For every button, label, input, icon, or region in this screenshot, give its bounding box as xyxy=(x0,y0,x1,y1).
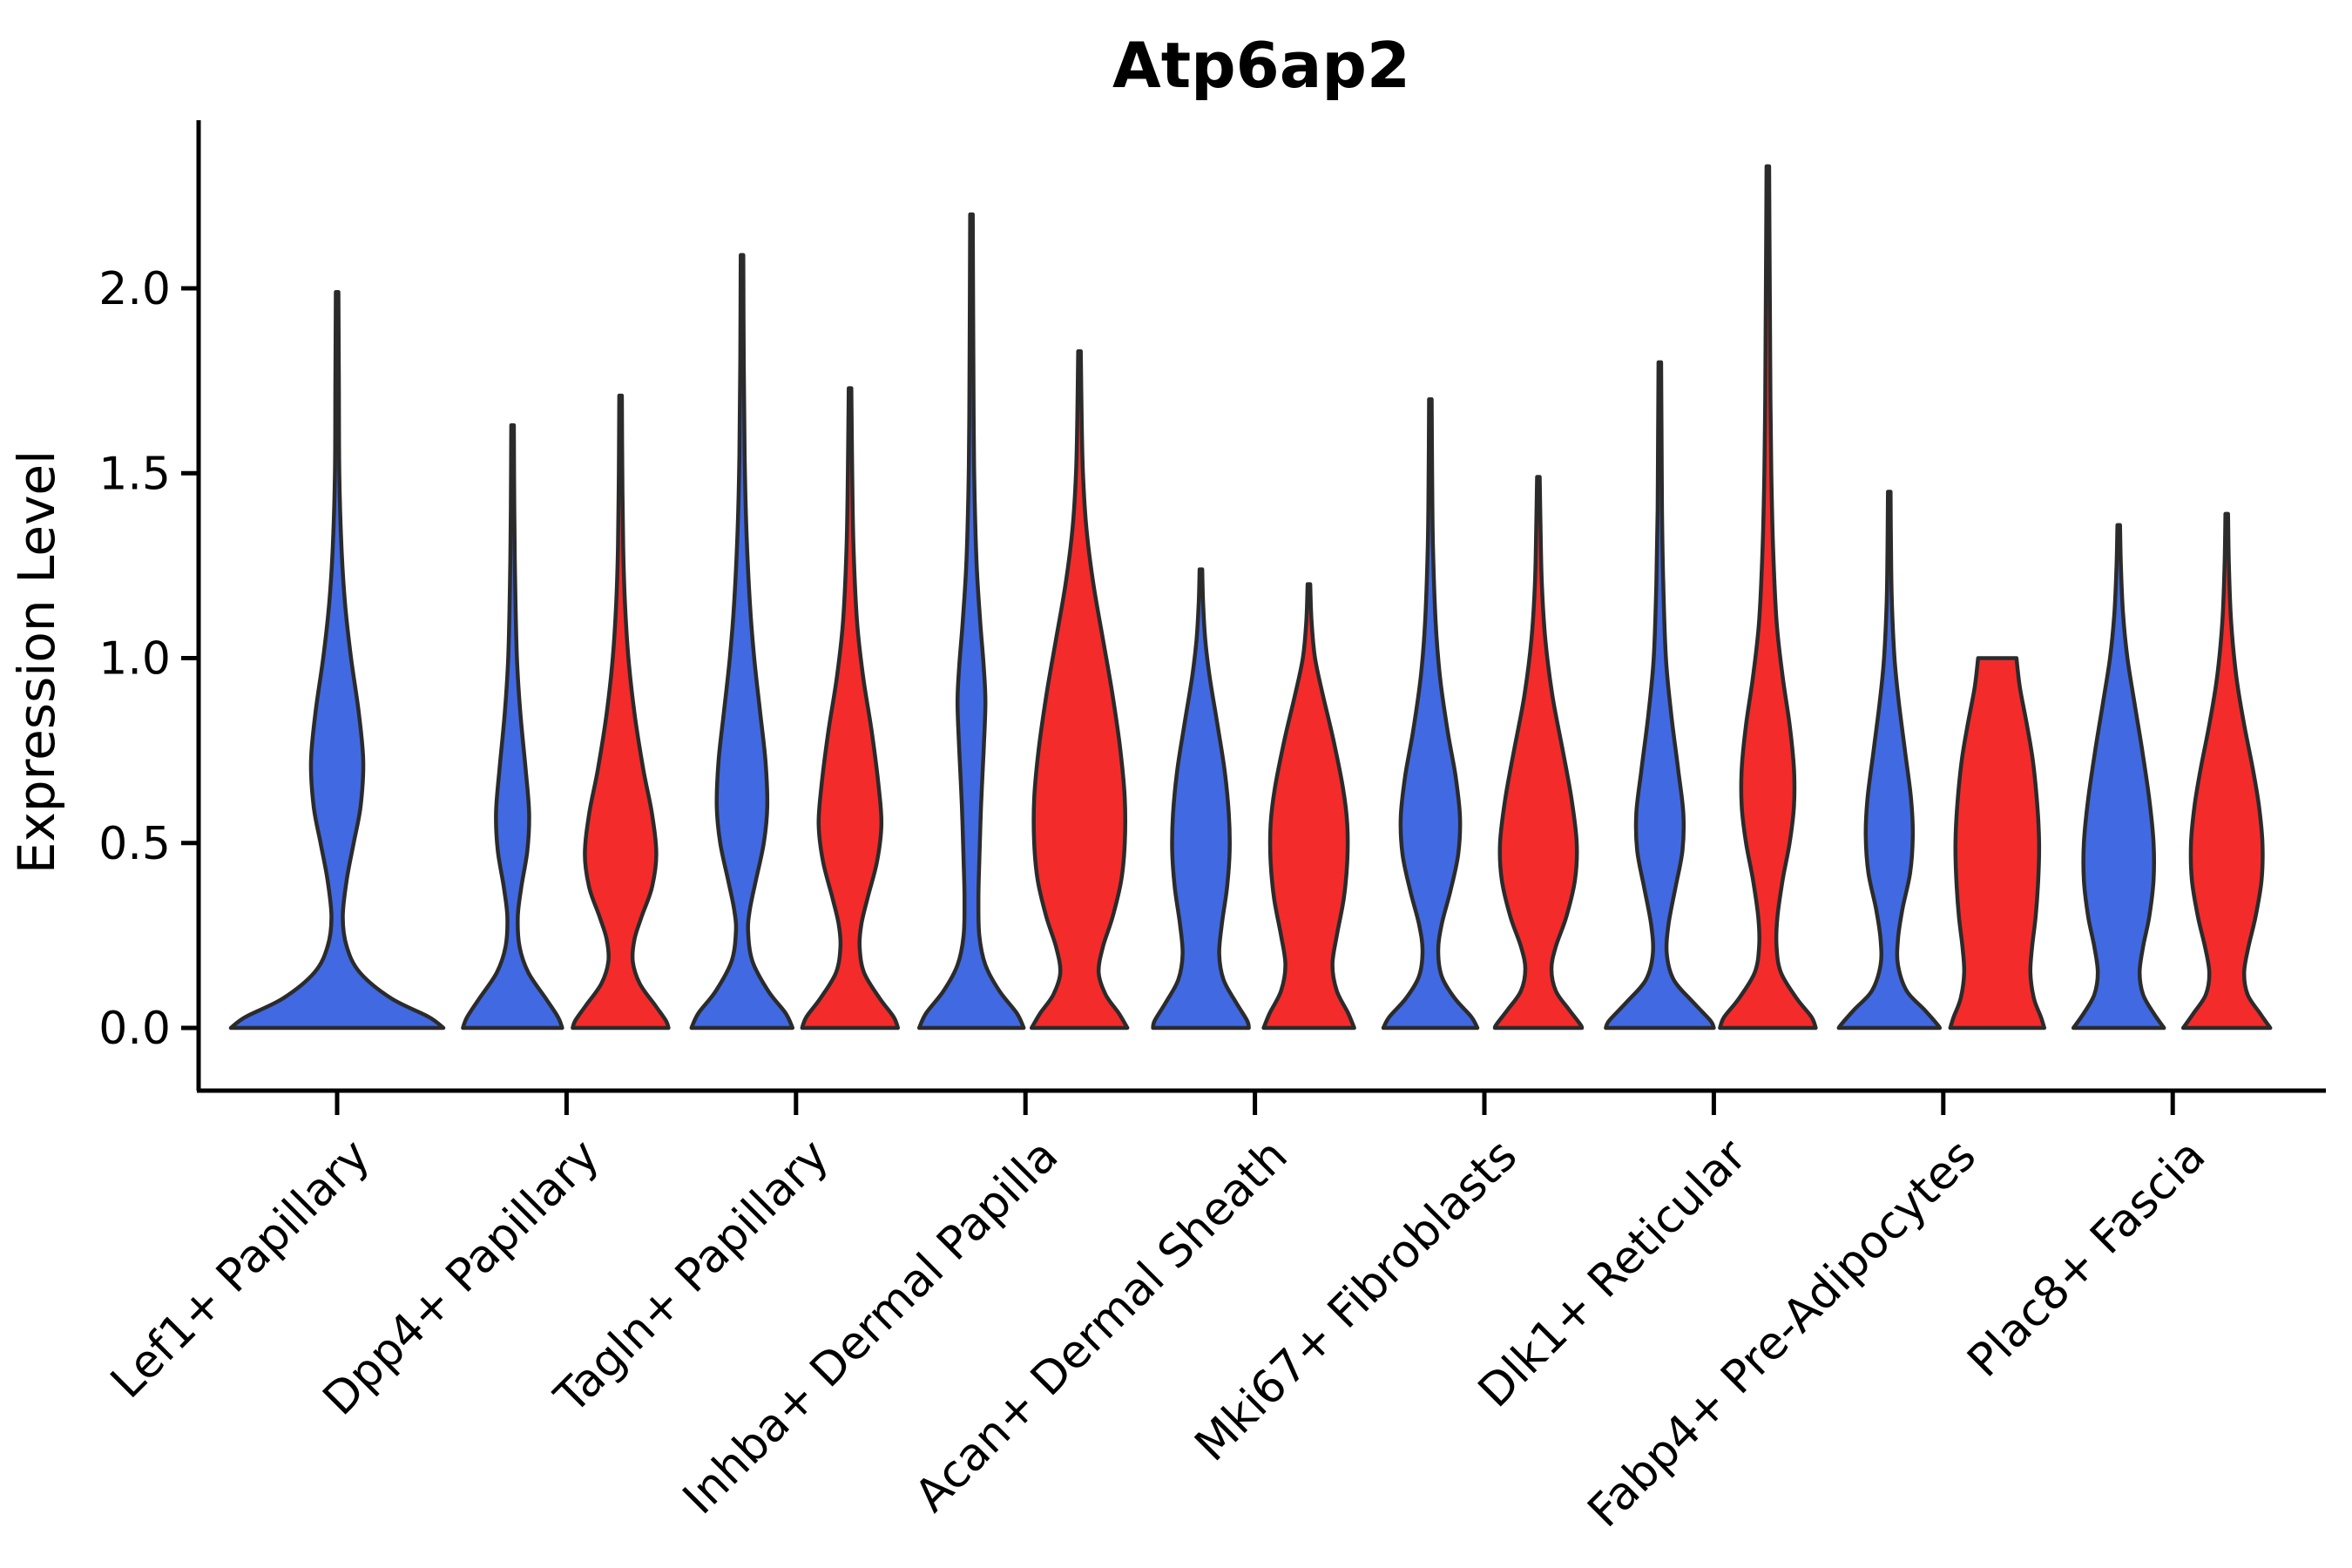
violin-red-group1 xyxy=(571,393,671,1031)
violin-red-group5 xyxy=(1492,475,1585,1031)
violin-blue-group0 xyxy=(228,289,446,1031)
violin-blue-group4 xyxy=(1151,567,1251,1031)
violin-red-group3 xyxy=(1029,348,1130,1031)
violin-blue-group3 xyxy=(916,212,1026,1031)
x-tick-label-8: Fabp4+ Pre-Adipocytes xyxy=(1578,1130,1986,1538)
y-tick-label: 1.0 xyxy=(98,633,171,686)
violin-red-group4 xyxy=(1261,582,1356,1031)
violin-blue-group2 xyxy=(689,253,795,1031)
x-tick-label-4: Inhba+ Dermal Papilla xyxy=(673,1130,1068,1524)
x-tick-label-9: Plac8+ Fascia xyxy=(1958,1130,2216,1388)
violins-layer xyxy=(228,164,2273,1031)
violin-red-group8 xyxy=(2180,511,2273,1031)
violin-blue-group7 xyxy=(1836,490,1943,1031)
y-tick-label: 0.5 xyxy=(98,818,171,870)
violin-blue-group6 xyxy=(1604,360,1716,1031)
x-tick-label-5: Acan+ Dermal Sheath xyxy=(905,1130,1298,1523)
y-axis-label: Expression Level xyxy=(7,450,66,874)
y-tick-labels: 0.0 0.5 1.0 1.5 2.0 xyxy=(98,263,171,1055)
violin-red-group2 xyxy=(800,386,901,1031)
violin-red-group7 xyxy=(1948,656,2047,1031)
violin-blue-group1 xyxy=(461,422,564,1031)
violin-red-group6 xyxy=(1718,164,1818,1031)
axes-layer xyxy=(181,120,2326,1115)
violin-blue-group8 xyxy=(2071,523,2166,1031)
y-tick-label: 0.0 xyxy=(98,1003,171,1055)
y-tick-label: 1.5 xyxy=(98,448,171,500)
chart-title: Atp6ap2 xyxy=(1112,29,1410,102)
violin-blue-group5 xyxy=(1381,397,1480,1031)
y-tick-label: 2.0 xyxy=(98,263,171,315)
